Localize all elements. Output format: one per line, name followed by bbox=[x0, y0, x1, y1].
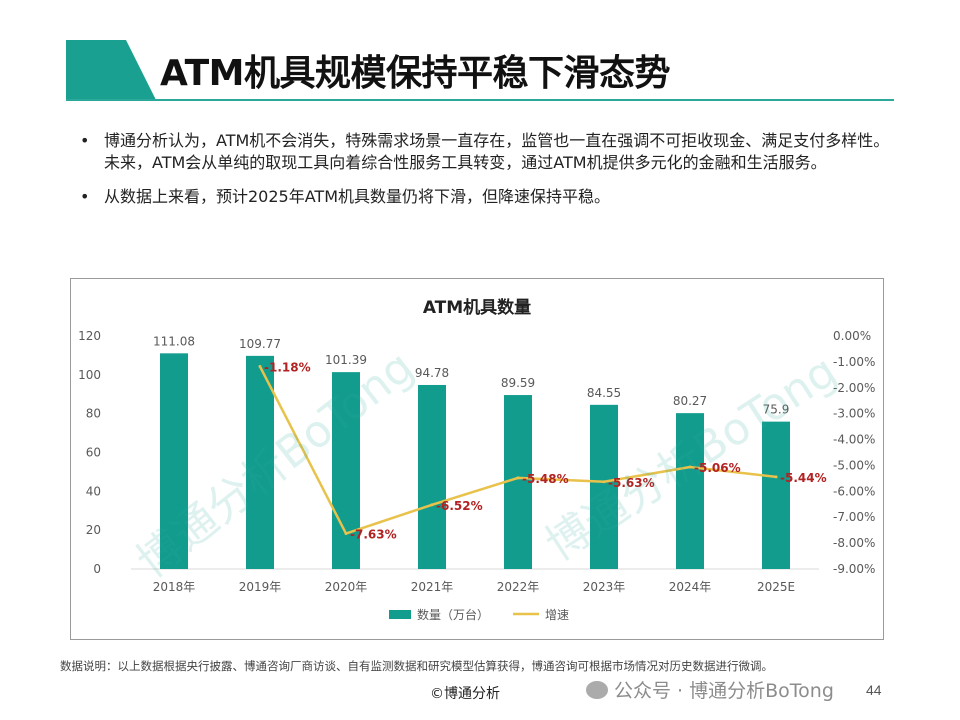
x-tick-label: 2023年 bbox=[583, 580, 626, 594]
bar-value-label: 111.08 bbox=[153, 334, 195, 348]
legend-bar-label: 数量（万台） bbox=[417, 607, 489, 622]
legend-line-label: 增速 bbox=[545, 608, 569, 622]
y-right-tick-label: -7.00% bbox=[833, 510, 875, 524]
growth-point bbox=[602, 480, 606, 484]
copyright: ©博通分析 bbox=[430, 686, 500, 702]
y-left-tick-label: 100 bbox=[78, 368, 101, 382]
atm-chart: 0 20 40 60 80 100 120 0.00% -1.00% -2.00% -3.00% -4… bbox=[78, 329, 875, 622]
y-right-tick-label: -8.00% bbox=[833, 536, 875, 550]
bullet-list: • 博通分析认为，ATM机不会消失，特殊需求场景一直存在，监管也一直在强调不可拒… bbox=[78, 130, 898, 220]
bullet-text: 从数据上来看，预计2025年ATM机具数量仍将下滑，但降速保持平稳。 bbox=[104, 187, 611, 206]
wechat-watermark: 公众号 · 博通分析BoTong bbox=[586, 676, 834, 703]
y-left-tick-label: 120 bbox=[78, 329, 101, 343]
x-tick-label: 2019年 bbox=[239, 580, 282, 594]
y-left-tick-label: 20 bbox=[86, 523, 101, 537]
y-left-tick-label: 40 bbox=[86, 484, 101, 498]
y-right-tick-label: -5.00% bbox=[833, 458, 875, 472]
bar bbox=[418, 384, 446, 569]
bullet-item: • 博通分析认为，ATM机不会消失，特殊需求场景一直存在，监管也一直在强调不可拒… bbox=[78, 130, 898, 174]
growth-point bbox=[258, 365, 262, 369]
data-note: 数据说明：以上数据根据央行披露、博通咨询厂商访谈、自有监测数据和研究模型估算获得… bbox=[60, 659, 773, 673]
y-right-tick-label: -4.00% bbox=[833, 433, 875, 447]
y-right-tick-label: 0.00% bbox=[833, 329, 871, 343]
x-tick-label: 2020年 bbox=[325, 580, 368, 594]
growth-label: -6.52% bbox=[436, 499, 483, 513]
bullet-symbol: • bbox=[80, 187, 90, 206]
growth-label: -5.06% bbox=[694, 461, 741, 475]
title-divider bbox=[66, 99, 894, 101]
growth-point bbox=[344, 532, 348, 536]
bar bbox=[332, 372, 360, 569]
bar-value-label: 94.78 bbox=[415, 366, 449, 380]
wechat-icon bbox=[586, 680, 608, 699]
growth-point bbox=[774, 475, 778, 479]
growth-point bbox=[430, 503, 434, 507]
bullet-symbol: • bbox=[80, 131, 90, 150]
growth-point bbox=[688, 465, 692, 469]
bar bbox=[246, 355, 274, 569]
y-right-tick-label: -3.00% bbox=[833, 407, 875, 421]
x-tick-label: 2021年 bbox=[411, 580, 454, 594]
growth-label: -5.48% bbox=[522, 472, 569, 486]
bar-value-label: 80.27 bbox=[673, 394, 707, 408]
bar-value-label: 89.59 bbox=[501, 376, 535, 390]
y-left-tick-label: 60 bbox=[86, 446, 101, 460]
bar-value-label: 101.39 bbox=[325, 353, 367, 367]
y-left-tick-label: 0 bbox=[93, 562, 101, 576]
chart-title: ATM机具数量 bbox=[422, 298, 532, 318]
y-right-tick-label: -9.00% bbox=[833, 562, 875, 576]
x-tick-label: 2022年 bbox=[497, 580, 540, 594]
growth-label: -1.18% bbox=[264, 361, 311, 375]
legend-bar-swatch bbox=[389, 610, 411, 619]
bar bbox=[762, 421, 790, 569]
growth-label: -7.63% bbox=[350, 528, 397, 542]
x-tick-label: 2018年 bbox=[153, 580, 196, 594]
bar-value-label: 109.77 bbox=[239, 337, 281, 351]
y-right-tick-label: -1.00% bbox=[833, 355, 875, 369]
x-tick-label: 2024年 bbox=[669, 580, 712, 594]
wechat-text: 公众号 · 博通分析BoTong bbox=[614, 680, 834, 702]
bar bbox=[676, 413, 704, 569]
growth-point bbox=[516, 476, 520, 480]
bullet-text: 博通分析认为，ATM机不会消失，特殊需求场景一直存在，监管也一直在强调不可拒收现… bbox=[104, 131, 890, 172]
bar-value-label: 84.55 bbox=[587, 386, 621, 400]
growth-label: -5.44% bbox=[780, 471, 827, 485]
page-title: ATM机具规模保持平稳下滑态势 bbox=[160, 53, 670, 94]
bar bbox=[160, 353, 188, 569]
bar bbox=[590, 404, 618, 569]
y-right-tick-label: -2.00% bbox=[833, 381, 875, 395]
bullet-item: • 从数据上来看，预计2025年ATM机具数量仍将下滑，但降速保持平稳。 bbox=[78, 186, 898, 208]
chart-frame: ATM机具数量 0 20 40 60 80 100 120 0.00% -1.00% -2.00%… bbox=[70, 278, 884, 640]
y-left-tick-label: 80 bbox=[86, 407, 101, 421]
page-number: 44 bbox=[866, 682, 882, 698]
y-right-tick-label: -6.00% bbox=[833, 484, 875, 498]
title-accent-shape bbox=[66, 40, 156, 100]
x-tick-label: 2025E bbox=[757, 580, 795, 594]
growth-label: -5.63% bbox=[608, 476, 655, 490]
bar-value-label: 75.9 bbox=[763, 403, 790, 417]
